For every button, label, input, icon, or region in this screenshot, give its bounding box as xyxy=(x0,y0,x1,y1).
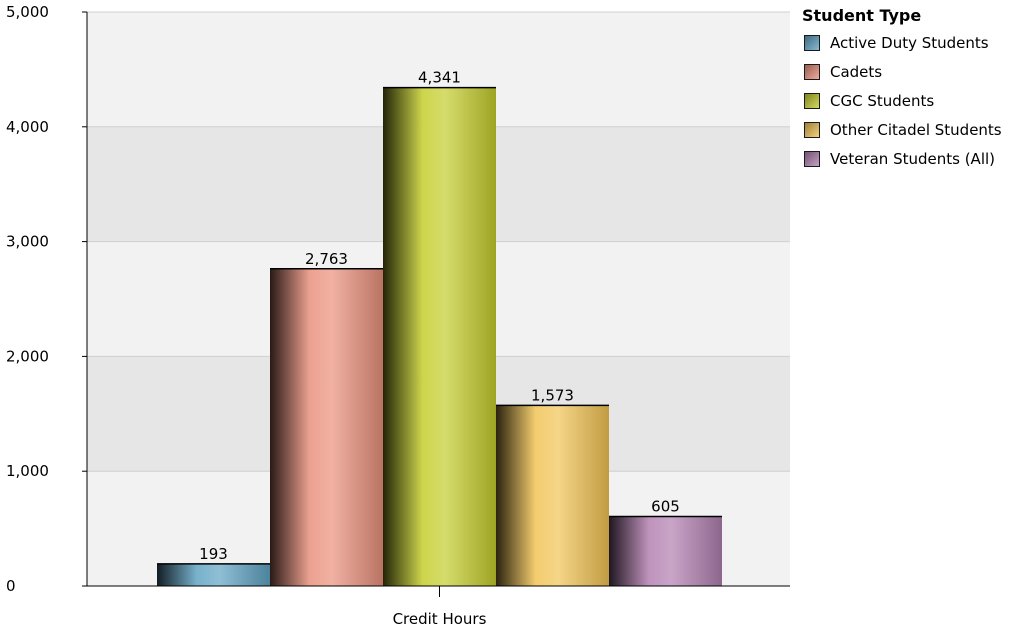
y-tick-label: 0 xyxy=(6,577,16,595)
legend: Student Type Active Duty Students Cadets… xyxy=(800,6,1028,173)
labels: 193 2,763 4,341 1,573 605 0 1,000 2,000 3,000 4,0… xyxy=(6,3,680,628)
bar[interactable] xyxy=(383,87,496,586)
axes xyxy=(82,11,790,597)
legend-label: Veteran Students (All) xyxy=(830,149,995,168)
y-tick-label: 1,000 xyxy=(6,462,49,480)
y-tick-label: 5,000 xyxy=(6,3,49,21)
bar-chart: 193 2,763 4,341 1,573 605 0 1,000 2,000 3,000 4,0… xyxy=(6,3,790,628)
x-tick-label: Credit Hours xyxy=(393,610,487,628)
legend-item-cgc[interactable]: CGC Students xyxy=(800,86,1028,115)
bar[interactable] xyxy=(496,405,609,586)
legend-label: Cadets xyxy=(830,62,883,81)
legend-item-cadets[interactable]: Cadets xyxy=(800,57,1028,86)
data-label: 193 xyxy=(199,545,228,563)
legend-item-veteran[interactable]: Veteran Students (All) xyxy=(800,144,1028,173)
legend-label: Other Citadel Students xyxy=(830,120,1002,139)
y-tick-label: 3,000 xyxy=(6,233,49,251)
data-label: 605 xyxy=(651,498,680,516)
data-label: 2,763 xyxy=(305,250,348,268)
legend-label: CGC Students xyxy=(830,91,935,110)
y-tick-label: 4,000 xyxy=(6,118,49,136)
data-label: 4,341 xyxy=(418,69,461,87)
legend-swatch xyxy=(804,150,820,167)
legend-swatch xyxy=(804,63,820,80)
data-label: 1,573 xyxy=(531,386,574,404)
legend-item-other-citadel[interactable]: Other Citadel Students xyxy=(800,115,1028,144)
y-tick-label: 2,000 xyxy=(6,347,49,365)
bar[interactable] xyxy=(157,563,270,586)
legend-title: Student Type xyxy=(802,6,922,25)
bar[interactable] xyxy=(270,268,383,586)
bar[interactable] xyxy=(609,516,722,586)
legend-swatch xyxy=(804,121,820,138)
legend-label: Active Duty Students xyxy=(830,33,989,52)
legend-item-active-duty[interactable]: Active Duty Students xyxy=(800,28,1028,57)
legend-swatch xyxy=(804,34,820,51)
legend-swatch xyxy=(804,92,820,109)
bars xyxy=(157,86,722,586)
